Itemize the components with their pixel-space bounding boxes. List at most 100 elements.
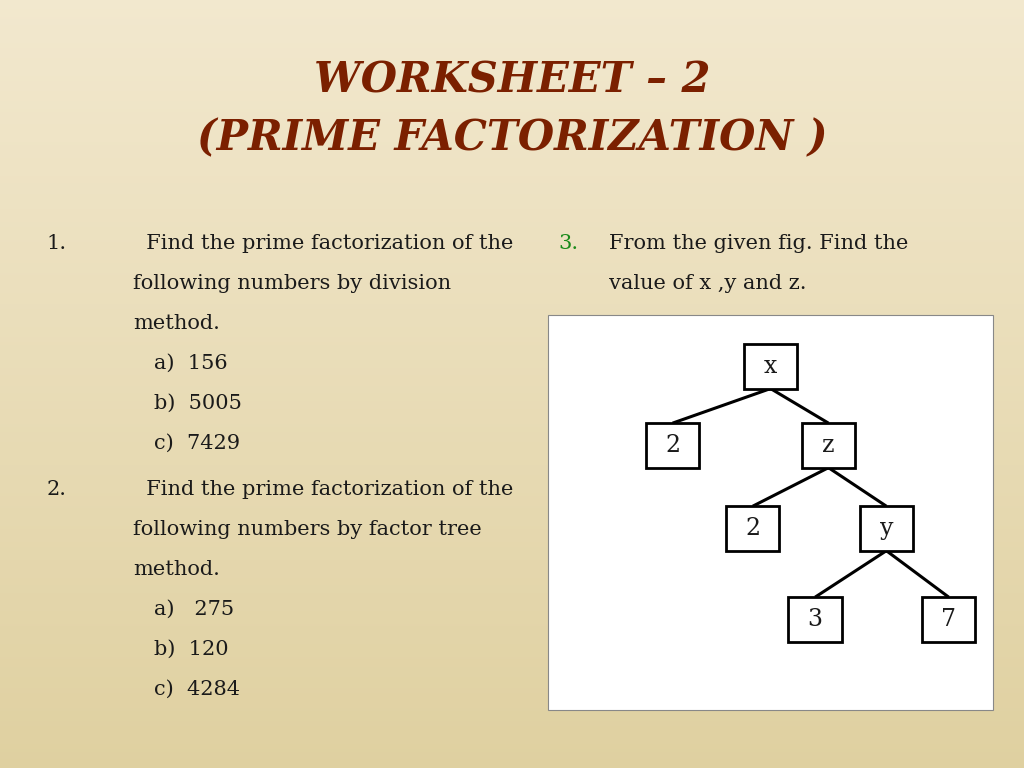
Bar (0, 15, 1024, 18)
Bar (0, 499, 1024, 502)
Bar (0, 425, 1024, 428)
Bar (0, 553, 1024, 555)
Bar (0, 740, 1024, 743)
Bar (0, 294, 1024, 297)
Bar (0, 31, 1024, 33)
Bar (0, 658, 1024, 660)
Bar (0, 261, 1024, 263)
Bar (0, 182, 1024, 184)
Bar (802, 423, 855, 468)
Bar (0, 5, 1024, 8)
Bar (0, 407, 1024, 409)
Bar (0, 492, 1024, 494)
Bar (0, 627, 1024, 630)
Text: Find the prime factorization of the: Find the prime factorization of the (133, 234, 513, 253)
Bar (0, 363, 1024, 366)
Bar (0, 471, 1024, 474)
Bar (0, 486, 1024, 489)
Bar (0, 187, 1024, 190)
Bar (0, 640, 1024, 643)
Bar (0, 92, 1024, 94)
Bar (0, 361, 1024, 363)
Bar (0, 643, 1024, 645)
Bar (0, 686, 1024, 689)
Bar (0, 763, 1024, 766)
Text: b)  5005: b) 5005 (154, 394, 242, 413)
Bar (0, 699, 1024, 701)
Bar (0, 156, 1024, 159)
Bar (0, 28, 1024, 31)
Bar (0, 701, 1024, 704)
Bar (0, 622, 1024, 624)
Bar (0, 190, 1024, 192)
Bar (0, 714, 1024, 717)
Bar (0, 482, 1024, 484)
Bar (0, 128, 1024, 131)
Bar (0, 333, 1024, 336)
Bar (0, 184, 1024, 187)
Bar (0, 220, 1024, 223)
Bar (0, 538, 1024, 540)
Bar (0, 637, 1024, 640)
Bar (0, 509, 1024, 512)
Bar (0, 64, 1024, 67)
Bar (0, 647, 1024, 650)
Bar (0, 438, 1024, 440)
Bar (0, 46, 1024, 48)
Bar (0, 154, 1024, 156)
Bar (0, 25, 1024, 28)
Bar (0, 310, 1024, 313)
Bar (0, 578, 1024, 581)
Bar (0, 269, 1024, 271)
Bar (0, 689, 1024, 691)
Bar (0, 259, 1024, 261)
Bar (0, 607, 1024, 609)
Bar (0, 670, 1024, 674)
Bar (0, 581, 1024, 584)
Bar (0, 405, 1024, 407)
Bar (0, 79, 1024, 82)
Bar (0, 678, 1024, 681)
Bar (0, 548, 1024, 551)
Bar (0, 747, 1024, 750)
Bar (0, 505, 1024, 507)
Bar (0, 517, 1024, 520)
Bar (0, 286, 1024, 290)
Bar (0, 210, 1024, 213)
Bar (0, 2, 1024, 5)
Bar (0, 67, 1024, 69)
Bar (0, 323, 1024, 325)
Text: a)  156: a) 156 (154, 354, 227, 373)
Bar (0, 192, 1024, 194)
Bar (0, 61, 1024, 64)
Text: following numbers by factor tree: following numbers by factor tree (133, 520, 482, 539)
Bar (0, 115, 1024, 118)
Bar (0, 694, 1024, 697)
Bar (0, 356, 1024, 359)
Bar (0, 313, 1024, 315)
Bar (0, 141, 1024, 144)
Bar (0, 753, 1024, 755)
Bar (0, 200, 1024, 202)
Bar (0, 164, 1024, 167)
Bar (0, 113, 1024, 115)
Bar (0, 236, 1024, 238)
Bar (0, 420, 1024, 422)
Bar (0, 213, 1024, 215)
Bar (0, 144, 1024, 146)
Bar (0, 167, 1024, 169)
Text: (PRIME FACTORIZATION ): (PRIME FACTORIZATION ) (197, 118, 827, 159)
Bar (0, 69, 1024, 71)
Bar (0, 110, 1024, 113)
Bar (0, 51, 1024, 54)
Bar (0, 100, 1024, 102)
Bar (0, 507, 1024, 509)
Bar (0, 279, 1024, 282)
Text: 2: 2 (745, 517, 760, 540)
Bar (0, 256, 1024, 259)
Bar (0, 302, 1024, 305)
Bar (0, 422, 1024, 425)
Bar (0, 709, 1024, 712)
Bar (0, 397, 1024, 399)
Bar (0, 297, 1024, 300)
